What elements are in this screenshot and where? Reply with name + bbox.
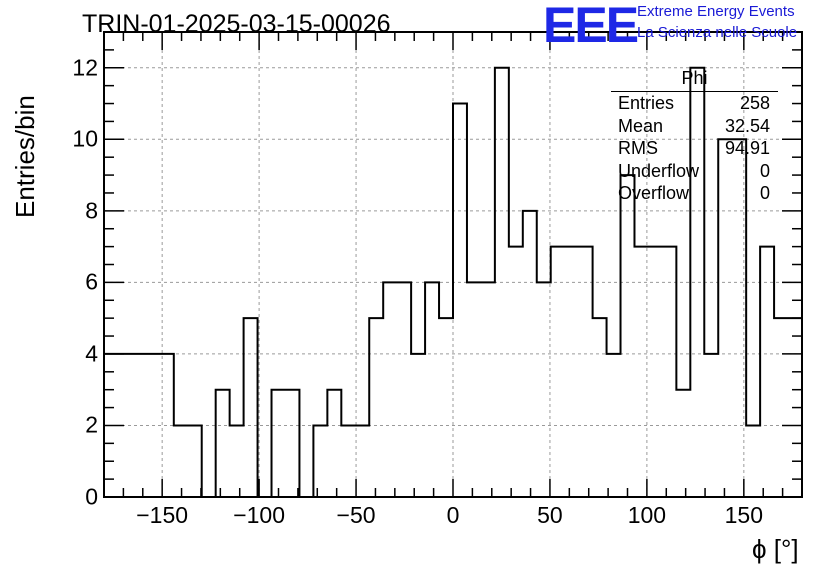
x-tick-label: −150 [136,502,189,528]
x-tick-label: 0 [446,502,460,528]
logo-caption-line2: La Scienza nelle Scuole [637,24,798,41]
stats-box: Phi Entries 258 Mean 32.54 RMS 94.91 Underf… [611,67,778,205]
stats-row-entries: Entries 258 [618,93,770,113]
y-axis-label: Entries/bin [10,95,40,218]
run-title: TRIN-01-2025-03-15-00026 [82,10,391,38]
y-tick-label: 0 [85,483,98,510]
y-tick-label: 6 [85,268,98,295]
x-tick-label: 150 [724,502,764,528]
stats-row-overflow: Overflow 0 [618,183,770,203]
plot-frame [103,31,803,498]
logo-caption-line1: Extreme Energy Events [637,3,795,20]
y-tick-label: 4 [85,340,98,367]
x-tick-label: 100 [627,502,667,528]
eee-logo: EEE [543,0,639,53]
x-tick-label: 50 [537,502,563,528]
y-tick-label: 10 [72,125,98,152]
stats-box-title: Phi [611,67,778,92]
x-tick-label: −50 [336,502,376,528]
y-tick-label: 2 [85,411,98,438]
histogram-step-line [103,66,803,498]
stats-row-rms: RMS 94.91 [618,138,770,158]
y-tick-label: 12 [72,54,98,81]
x-axis-label: ϕ [°] [752,534,799,564]
y-tick-label: 8 [85,197,98,224]
stats-row-mean: Mean 32.54 [618,115,770,136]
x-tick-label: −100 [233,502,286,528]
stats-row-underflow: Underflow 0 [618,160,770,181]
